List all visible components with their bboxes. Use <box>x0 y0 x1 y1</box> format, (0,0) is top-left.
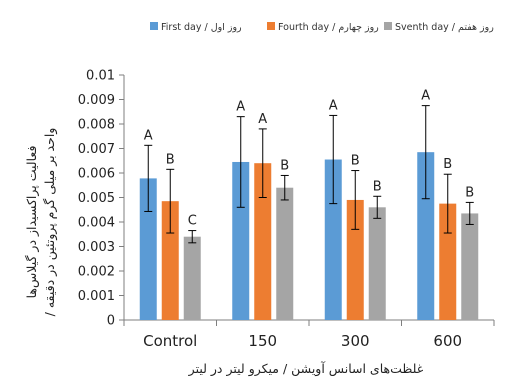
y-axis-title-line2: / واحد بر میلی گرم پروتئین در دقیقه <box>42 128 58 317</box>
bar <box>439 203 457 320</box>
y-tick-label: 0.006 <box>78 167 115 182</box>
bar <box>139 178 157 320</box>
bar <box>232 161 250 320</box>
y-tick-label: 0.007 <box>78 142 115 157</box>
data-label: B <box>373 179 382 194</box>
y-tick-label: 0.004 <box>78 216 115 231</box>
bar <box>276 187 294 320</box>
y-tick-label: 0.01 <box>86 69 115 84</box>
y-axis: 0 0.001 0.002 0.003 0.004 0.005 0.006 0.007 0.00… <box>78 69 125 329</box>
y-tick-label: 0.005 <box>78 191 115 206</box>
x-tick-label: 300 <box>341 332 370 350</box>
y-tick-label: 0.002 <box>78 265 115 280</box>
data-label: B <box>465 185 474 200</box>
bar <box>254 163 272 320</box>
legend-label: Sventh day / روز هفتم <box>395 22 494 33</box>
legend-label: First day / روز اول <box>161 22 242 33</box>
data-label: B <box>166 152 175 167</box>
y-tick-label: 0.009 <box>78 93 115 108</box>
data-label: B <box>280 158 289 173</box>
bar <box>368 207 386 320</box>
legend-swatch <box>150 22 158 30</box>
legend-swatch <box>267 22 275 30</box>
bar <box>183 236 201 320</box>
x-axis: Control 150 300 600 <box>123 319 495 350</box>
y-tick-label: 0.008 <box>78 118 115 133</box>
y-tick-label: 0 <box>107 314 115 329</box>
bar <box>324 159 342 320</box>
bar <box>161 201 179 320</box>
bar <box>346 199 364 320</box>
y-axis-title-line1: فعالیت پراکسیداز در گیلاس‌ها <box>24 146 40 299</box>
x-tick-label: 150 <box>248 332 277 350</box>
data-label: A <box>329 98 338 113</box>
data-label: A <box>421 89 430 104</box>
data-label: C <box>188 214 197 229</box>
x-tick-label: Control <box>143 332 197 350</box>
bars <box>139 152 479 320</box>
bar <box>461 213 479 320</box>
bar <box>417 152 435 320</box>
data-label: A <box>144 128 153 143</box>
legend-label: Fourth day / روز چهارم <box>278 22 379 33</box>
y-tick-label: 0.003 <box>78 240 115 255</box>
x-axis-title: غلظت‌های اسانس آویشن / میکرو لیتر در لیت… <box>188 361 424 377</box>
data-label: B <box>443 157 452 172</box>
data-label: A <box>258 112 267 127</box>
x-tick-label: 600 <box>433 332 462 350</box>
error-bars <box>144 105 474 244</box>
y-axis-title: فعالیت پراکسیداز در گیلاس‌ها / واحد بر م… <box>24 128 58 317</box>
legend-swatch <box>384 22 392 30</box>
y-tick-label: 0.001 <box>78 289 115 304</box>
data-label: A <box>236 100 245 115</box>
legend: First day / روز اول Fourth day / روز چهار… <box>150 22 494 33</box>
data-label: B <box>351 154 360 169</box>
